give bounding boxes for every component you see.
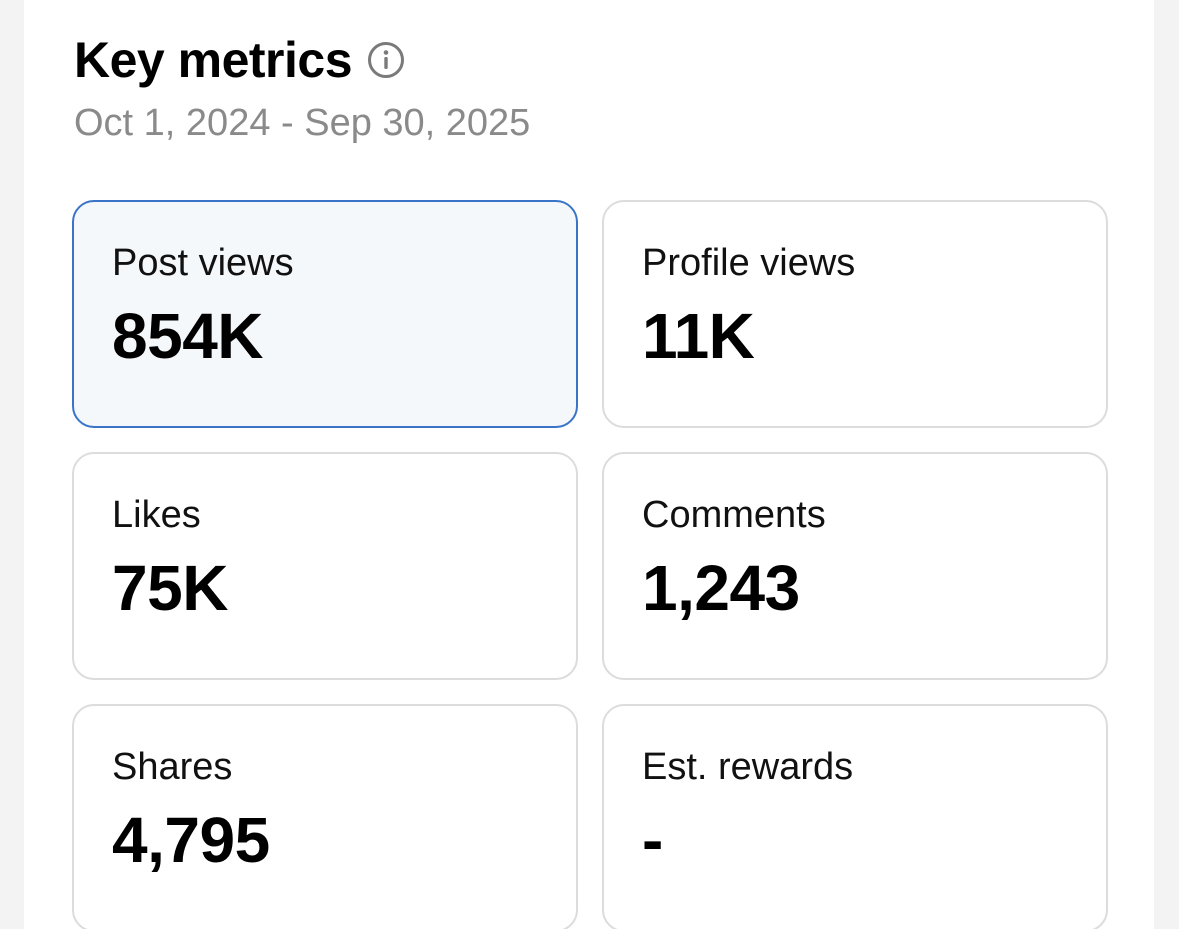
page-title: Key metrics: [74, 32, 353, 88]
info-circle-icon[interactable]: [366, 40, 406, 80]
metric-card-post-views[interactable]: Post views 854K: [72, 200, 578, 428]
metric-card-shares[interactable]: Shares 4,795: [72, 704, 578, 929]
metric-value: 75K: [112, 552, 228, 624]
date-range: Oct 1, 2024 - Sep 30, 2025: [74, 102, 531, 144]
metric-label: Comments: [642, 494, 826, 536]
metric-value: 854K: [112, 300, 264, 372]
metric-value: 1,243: [642, 552, 800, 624]
metric-value: -: [642, 804, 663, 876]
metric-card-comments[interactable]: Comments 1,243: [602, 452, 1108, 680]
metric-value: 4,795: [112, 804, 270, 876]
header: Key metrics: [74, 30, 406, 90]
key-metrics-panel: Key metrics Oct 1, 2024 - Sep 30, 2025 P…: [24, 0, 1154, 929]
metrics-grid: Post views 854K Profile views 11K Likes …: [72, 200, 1108, 929]
metric-label: Shares: [112, 746, 233, 788]
metric-value: 11K: [642, 300, 755, 372]
metric-card-est-rewards[interactable]: Est. rewards -: [602, 704, 1108, 929]
metric-label: Profile views: [642, 242, 856, 284]
metric-card-likes[interactable]: Likes 75K: [72, 452, 578, 680]
metric-label: Est. rewards: [642, 746, 854, 788]
metric-label: Post views: [112, 242, 294, 284]
metric-label: Likes: [112, 494, 201, 536]
metric-card-profile-views[interactable]: Profile views 11K: [602, 200, 1108, 428]
